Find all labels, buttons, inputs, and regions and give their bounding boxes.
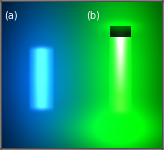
- Text: (b): (b): [86, 11, 100, 21]
- Text: (a): (a): [4, 11, 18, 21]
